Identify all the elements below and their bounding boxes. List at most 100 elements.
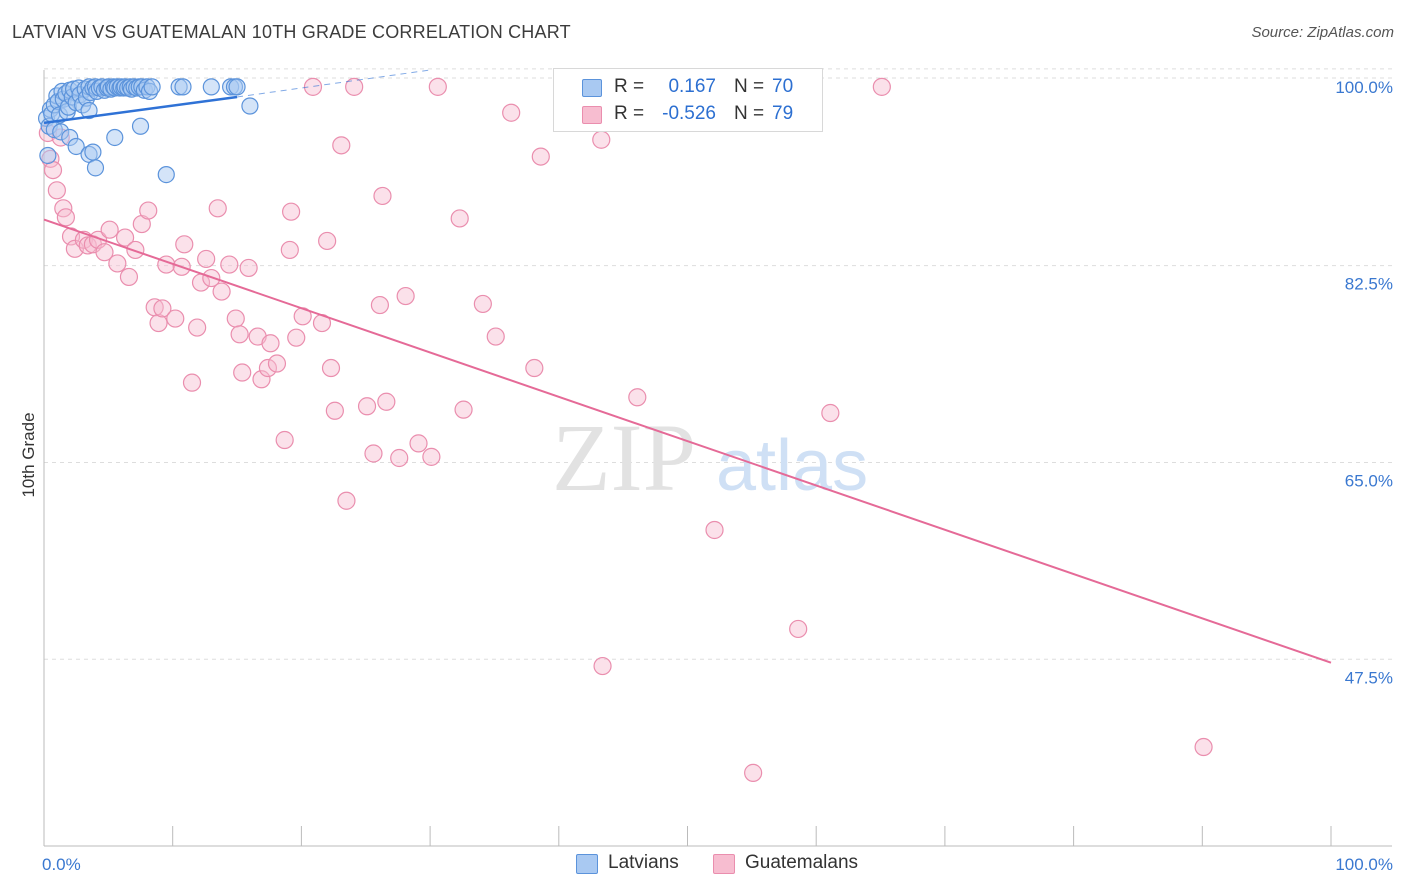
latvian-r-label: R = [614, 76, 645, 97]
guatemalan-point [261, 334, 280, 353]
guatemalan-point [258, 358, 278, 378]
guatemalan-point [409, 434, 428, 453]
guatemalan-point [1194, 737, 1213, 757]
guatemalan-point [275, 430, 294, 450]
tick-labels: 100.0% 82.5% 65.0% 47.5% 0.0% 100.0% [42, 78, 1393, 874]
guatemalan-n-value: 79 [772, 103, 794, 124]
latvian-point [106, 128, 124, 147]
guatemalan-point [47, 181, 66, 200]
guatemalan-point [119, 267, 139, 287]
guatemalan-point [705, 520, 724, 540]
latvian-point [80, 101, 98, 120]
guatemalan-r-label: R = [614, 103, 645, 124]
guatemalan-trend-line [43, 218, 1332, 664]
guatemalan-point [56, 208, 75, 227]
guatemalan-point [212, 282, 231, 301]
guatemalan-point [321, 358, 341, 378]
guatemalan-point [364, 444, 383, 463]
guatemalan-point [337, 491, 356, 510]
watermark-zip: ZIP [552, 404, 696, 511]
guatemalan-swatch [582, 106, 602, 124]
latvian-point [202, 78, 220, 96]
y-tick-label: 82.5% [1345, 275, 1393, 294]
guatemalan-point [473, 294, 492, 314]
guatemalan-point [486, 327, 505, 346]
guatemalan-point [373, 186, 392, 206]
guatemalan-point [287, 328, 306, 347]
guatemalan-point [872, 77, 891, 96]
guatemalan-point [43, 160, 63, 180]
latvian-r-value: 0.167 [668, 76, 716, 97]
guatemalan-point [226, 309, 245, 328]
y-tick-label: 100.0% [1335, 78, 1393, 97]
guatemalan-point [139, 201, 158, 220]
guatemalan-point [280, 240, 299, 260]
guatemalan-point [230, 325, 249, 344]
guatemalan-point [422, 447, 441, 466]
latvians-legend-label: Latvians [608, 852, 679, 873]
guatemalans-legend-label: Guatemalans [745, 852, 859, 873]
guatemalan-point [370, 295, 390, 315]
latvian-point [131, 117, 150, 135]
guatemalan-point [593, 656, 612, 676]
guatemalan-r-value: -0.526 [662, 103, 716, 124]
latvian-point [67, 137, 85, 156]
guatemalan-point [149, 313, 168, 333]
guatemalan-point [166, 309, 185, 328]
guatemalan-point [821, 403, 840, 423]
latvian-point [228, 78, 246, 96]
guatemalan-point [197, 249, 216, 269]
watermark-atlas: atlas [716, 426, 868, 506]
latvian-swatch [582, 79, 602, 97]
latvian-trend-line [43, 95, 238, 125]
guatemalan-point [115, 228, 135, 247]
guatemalan-point [126, 240, 145, 260]
guatemalan-point [450, 209, 469, 228]
guatemalan-point [332, 136, 351, 155]
guatemalan-point [525, 358, 544, 378]
guatemalan-point [95, 243, 114, 262]
latvian-point [39, 146, 57, 165]
guatemalan-point [239, 258, 258, 278]
latvian-points [37, 78, 259, 184]
y-axis-label: 10th Grade [19, 412, 38, 497]
guatemalan-point [377, 392, 396, 411]
guatemalan-point [390, 448, 409, 468]
guatemalan-point [182, 373, 202, 392]
guatemalan-point [628, 388, 647, 407]
guatemalan-point [325, 401, 344, 420]
guatemalan-point [744, 763, 763, 782]
chart-title: LATVIAN VS GUATEMALAN 10TH GRADE CORRELA… [12, 22, 571, 42]
guatemalan-point [428, 77, 447, 96]
legend-row-guatemalans: R = -0.526 N = 79 [554, 101, 822, 127]
latvian-point [174, 78, 192, 96]
guatemalan-point [108, 254, 127, 273]
y-tick-label: 65.0% [1345, 471, 1393, 490]
guatemalan-point [233, 363, 252, 382]
y-tick-label: 47.5% [1345, 668, 1393, 687]
guatemalan-point [208, 199, 227, 218]
latvian-n-value: 70 [772, 76, 794, 97]
guatemalan-point [220, 255, 239, 274]
x-tick-label: 0.0% [42, 855, 81, 874]
guatemalan-point [345, 77, 364, 96]
guatemalan-point [188, 318, 207, 337]
series-legend: Latvians Guatemalans [0, 852, 1406, 878]
guatemalan-point [592, 130, 611, 149]
guatemalan-point [282, 202, 301, 221]
guatemalan-point [267, 354, 287, 373]
guatemalan-point [531, 147, 550, 166]
guatemalan-point [357, 397, 377, 416]
guatemalans-legend-swatch [713, 854, 735, 874]
guatemalan-point [318, 231, 337, 251]
stats-legend: R = 0.167 N = 70 R = -0.526 N = 79 [553, 68, 823, 132]
latvian-trend-extension [236, 69, 431, 98]
guatemalan-point [502, 103, 521, 122]
latvian-point [143, 78, 161, 96]
guatemalan-point [252, 370, 271, 389]
guatemalan-point [396, 286, 415, 306]
guatemalan-point [153, 299, 172, 318]
guatemalan-point [789, 619, 808, 639]
guatemalan-point [175, 235, 194, 254]
